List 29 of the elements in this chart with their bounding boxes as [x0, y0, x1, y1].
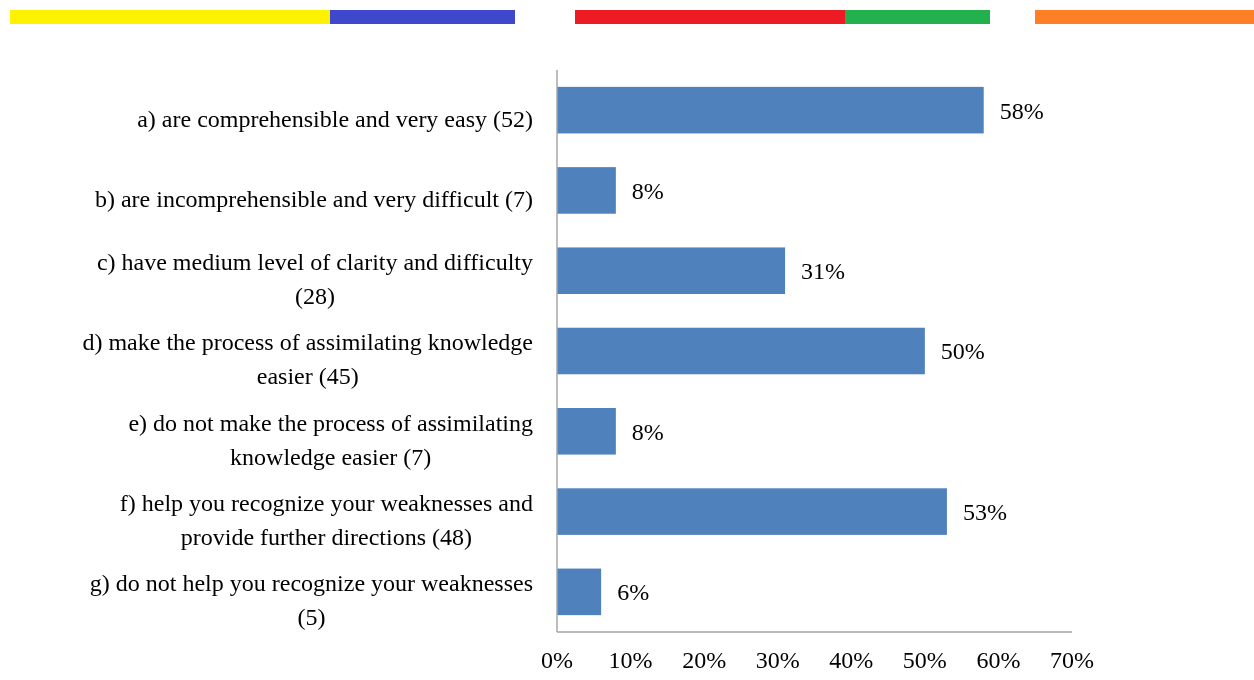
y-tick-label: c) have medium level of clarity and difficulty (28): [96, 249, 534, 310]
data-label: 6%: [617, 579, 650, 606]
bar: [557, 568, 602, 616]
bar: [557, 247, 786, 294]
data-label: 8%: [631, 177, 664, 204]
x-tick-label: 10%: [608, 647, 653, 673]
y-tick-label: g) do not help you recognize your weaknesses (5): [89, 570, 533, 631]
y-tick-label: f) help you recognize your weaknesses and provide further directions (48): [119, 489, 533, 550]
x-tick-label: 40%: [829, 647, 874, 673]
y-tick-label: b) are incomprehensible and very difficult (7): [94, 185, 533, 212]
x-tick-label: 30%: [755, 647, 800, 673]
y-tick-label: d) make the process of assimilating knowledge easier (45): [82, 329, 534, 390]
data-label: 31%: [801, 258, 846, 285]
bar: [557, 408, 616, 455]
y-tick-label: a) are comprehensible and very easy (52): [137, 105, 533, 132]
data-label: 50%: [940, 338, 985, 365]
bar: [557, 488, 947, 535]
x-tick-label: 50%: [902, 647, 947, 673]
x-tick-label: 0%: [541, 647, 573, 673]
data-label: 58%: [999, 97, 1044, 124]
data-label: 8%: [631, 418, 664, 445]
x-tick-label: 20%: [682, 647, 727, 673]
data-label: 53%: [962, 498, 1007, 525]
bar: [557, 86, 984, 134]
x-tick-label: 60%: [976, 647, 1021, 673]
y-tick-label: e) do not make the process of assimilating knowledge easier (7): [128, 409, 534, 470]
bar: [557, 327, 925, 375]
bar: [557, 167, 616, 214]
x-tick-label: 70%: [1050, 647, 1094, 673]
